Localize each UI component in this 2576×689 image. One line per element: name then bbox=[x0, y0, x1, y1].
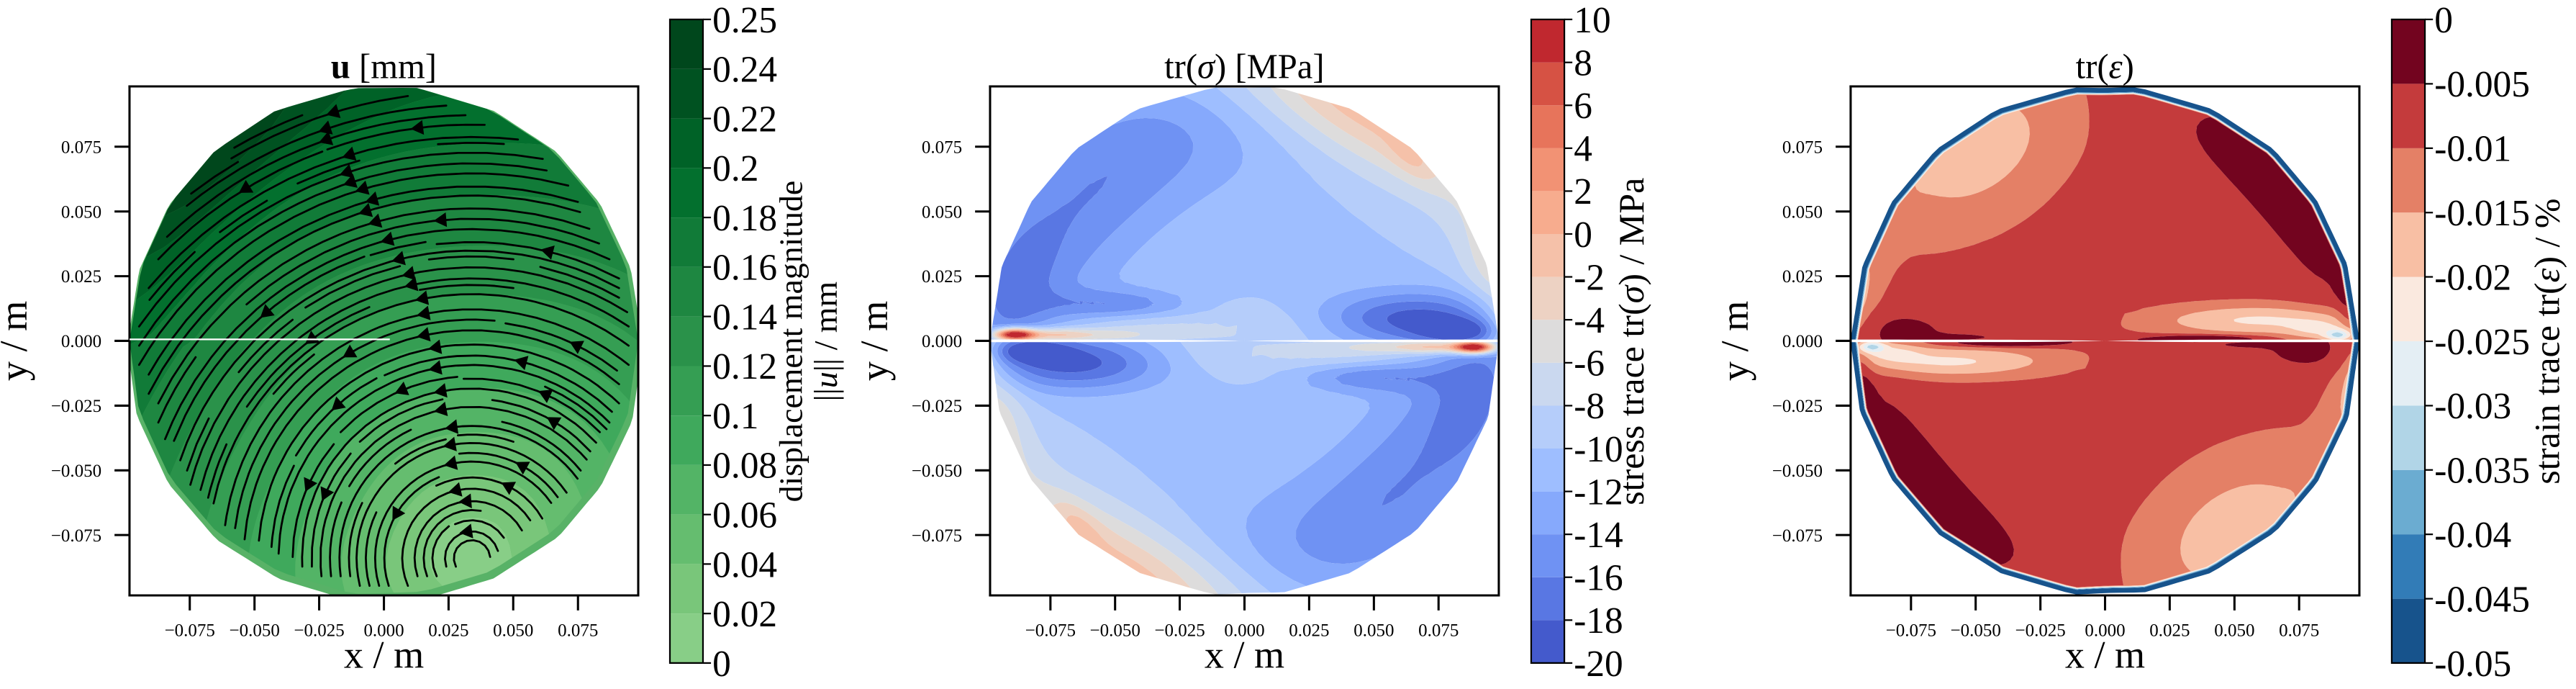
svg-text:4: 4 bbox=[1574, 129, 1592, 170]
svg-text:0.000: 0.000 bbox=[1224, 621, 1264, 640]
svg-text:0.04: 0.04 bbox=[712, 544, 777, 585]
svg-text:−0.075: −0.075 bbox=[165, 621, 215, 640]
svg-text:0.050: 0.050 bbox=[493, 621, 533, 640]
svg-text:8: 8 bbox=[1574, 42, 1592, 84]
svg-text:−0.025: −0.025 bbox=[1154, 621, 1205, 640]
svg-text:-0.01: -0.01 bbox=[2434, 129, 2511, 170]
svg-text:-12: -12 bbox=[1574, 472, 1623, 513]
svg-text:-0.02: -0.02 bbox=[2434, 257, 2511, 298]
svg-text:0.000: 0.000 bbox=[61, 332, 101, 351]
svg-text:0.16: 0.16 bbox=[712, 248, 777, 289]
svg-text:0.025: 0.025 bbox=[1289, 621, 1329, 640]
svg-text:-16: -16 bbox=[1574, 558, 1623, 599]
svg-text:-6: -6 bbox=[1574, 343, 1605, 384]
svg-text:0.24: 0.24 bbox=[712, 50, 777, 91]
svg-text:0.050: 0.050 bbox=[61, 202, 101, 222]
svg-text:x / m: x / m bbox=[344, 634, 424, 677]
svg-text:−0.050: −0.050 bbox=[1090, 621, 1140, 640]
svg-text:-0.035: -0.035 bbox=[2434, 451, 2530, 492]
svg-text:0.25: 0.25 bbox=[712, 0, 777, 41]
svg-text:-8: -8 bbox=[1574, 386, 1605, 427]
svg-text:6: 6 bbox=[1574, 86, 1592, 127]
svg-text:-20: -20 bbox=[1574, 644, 1623, 685]
svg-text:y / m: y / m bbox=[0, 301, 35, 381]
svg-text:−0.025: −0.025 bbox=[912, 397, 962, 416]
svg-text:0.075: 0.075 bbox=[922, 138, 962, 158]
svg-text:-0.015: -0.015 bbox=[2434, 193, 2530, 234]
svg-text:0: 0 bbox=[2434, 0, 2453, 41]
svg-text:−0.025: −0.025 bbox=[1772, 397, 1823, 416]
svg-text:0.000: 0.000 bbox=[1782, 332, 1823, 351]
svg-text:t r ( ): t r ( ) ε bbox=[2076, 47, 2139, 86]
svg-text:x / m: x / m bbox=[1205, 634, 1284, 677]
svg-text:0.000: 0.000 bbox=[363, 621, 404, 640]
svg-text:0.12: 0.12 bbox=[712, 346, 777, 387]
svg-text:0.025: 0.025 bbox=[922, 267, 962, 287]
svg-text:0.025: 0.025 bbox=[61, 267, 101, 287]
svg-text:0.08: 0.08 bbox=[712, 446, 777, 487]
svg-text:−0.050: −0.050 bbox=[1772, 461, 1823, 481]
svg-text:−0.075: −0.075 bbox=[1886, 621, 1936, 640]
svg-text:0.02: 0.02 bbox=[712, 594, 777, 635]
svg-text:-0.045: -0.045 bbox=[2434, 579, 2530, 620]
svg-text:0.18: 0.18 bbox=[712, 198, 777, 239]
svg-text:−0.050: −0.050 bbox=[912, 461, 962, 481]
svg-text:-4: -4 bbox=[1574, 300, 1605, 341]
svg-text:0.075: 0.075 bbox=[61, 138, 101, 158]
svg-text:−0.025: −0.025 bbox=[51, 397, 101, 416]
svg-text:0: 0 bbox=[712, 644, 731, 685]
svg-text:0.075: 0.075 bbox=[2279, 621, 2319, 640]
svg-text:−0.075: −0.075 bbox=[912, 526, 962, 546]
svg-text:−0.075: −0.075 bbox=[51, 526, 101, 546]
svg-text:s t r a: s t r a i n t r a c e t r ( ) / % ε bbox=[2526, 194, 2567, 485]
svg-text:−0.075: −0.075 bbox=[1025, 621, 1076, 640]
svg-text:-10: -10 bbox=[1574, 429, 1623, 470]
svg-text:0.000: 0.000 bbox=[922, 332, 962, 351]
svg-text:displacement magnitude: displacement magnitude bbox=[773, 181, 809, 503]
svg-text:y / m: y / m bbox=[1713, 301, 1756, 381]
svg-text:0.050: 0.050 bbox=[1782, 202, 1823, 222]
svg-text:s t r e: s t r e s s t r a c e t r ( ) / M P a bbox=[1611, 174, 1651, 505]
svg-text:−0.025: −0.025 bbox=[294, 621, 344, 640]
svg-text:| | | |: | | | | / m m u bbox=[807, 277, 844, 401]
svg-text:-0.04: -0.04 bbox=[2434, 515, 2511, 556]
svg-text:0.050: 0.050 bbox=[2214, 621, 2254, 640]
svg-text:2: 2 bbox=[1574, 171, 1592, 212]
svg-text:−0.050: −0.050 bbox=[230, 621, 280, 640]
svg-text:0.050: 0.050 bbox=[1353, 621, 1394, 640]
svg-text:−0.025: −0.025 bbox=[2015, 621, 2065, 640]
svg-text:−0.050: −0.050 bbox=[51, 461, 101, 481]
svg-text:0.14: 0.14 bbox=[712, 297, 777, 338]
svg-text:0.050: 0.050 bbox=[922, 202, 962, 222]
svg-text:-0.005: -0.005 bbox=[2434, 64, 2530, 105]
svg-text:-2: -2 bbox=[1574, 257, 1605, 298]
svg-text:x / m: x / m bbox=[2065, 634, 2145, 677]
svg-text:y / m: y / m bbox=[853, 301, 896, 381]
svg-text:0.025: 0.025 bbox=[428, 621, 468, 640]
svg-text:0.075: 0.075 bbox=[1418, 621, 1459, 640]
svg-text:t r ( ): t r ( ) [ M P a ] σ bbox=[1164, 47, 1328, 86]
svg-text:-0.05: -0.05 bbox=[2434, 644, 2511, 685]
svg-text:10: 10 bbox=[1574, 0, 1610, 41]
svg-text:0.2: 0.2 bbox=[712, 148, 758, 189]
svg-text:0: 0 bbox=[1574, 215, 1592, 256]
svg-text:u [ m: u [ m m ] bbox=[331, 48, 437, 86]
svg-text:0.1: 0.1 bbox=[712, 396, 758, 437]
svg-text:0.025: 0.025 bbox=[2149, 621, 2190, 640]
svg-text:0.06: 0.06 bbox=[712, 495, 777, 536]
svg-text:−0.075: −0.075 bbox=[1772, 526, 1823, 546]
svg-text:-0.025: -0.025 bbox=[2434, 322, 2530, 363]
svg-text:0.000: 0.000 bbox=[2085, 621, 2125, 640]
svg-text:0.075: 0.075 bbox=[558, 621, 598, 640]
svg-text:0.22: 0.22 bbox=[712, 99, 777, 140]
svg-text:-14: -14 bbox=[1574, 515, 1623, 556]
svg-text:−0.050: −0.050 bbox=[1951, 621, 2001, 640]
svg-text:0.025: 0.025 bbox=[1782, 267, 1823, 287]
svg-text:-0.03: -0.03 bbox=[2434, 386, 2511, 427]
svg-text:0.075: 0.075 bbox=[1782, 138, 1823, 158]
svg-text:-18: -18 bbox=[1574, 600, 1623, 641]
